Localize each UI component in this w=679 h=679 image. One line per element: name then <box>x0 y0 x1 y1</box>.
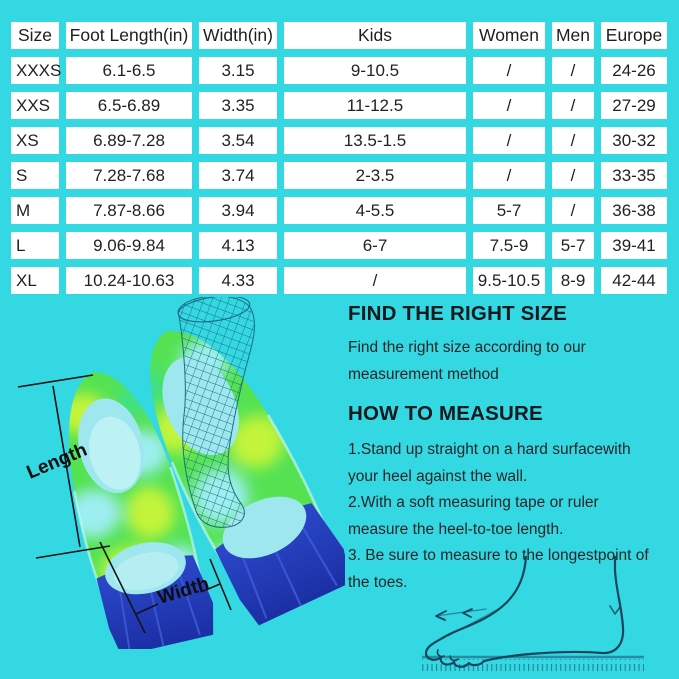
table-cell: / <box>473 57 545 84</box>
table-cell: / <box>473 162 545 189</box>
table-cell: 5-7 <box>473 197 545 224</box>
find-right-size-title: FIND THE RIGHT SIZE <box>348 302 568 325</box>
find-size-text-line: measurement method <box>348 365 499 383</box>
table-cell: 10.24-10.63 <box>66 267 192 294</box>
table-cell: 27-29 <box>601 92 667 119</box>
table-cell: / <box>284 267 466 294</box>
table-cell: 33-35 <box>601 162 667 189</box>
table-cell: 7.5-9 <box>473 232 545 259</box>
find-size-text-line: Find the right size according to our <box>348 339 586 356</box>
column-header-women: Women <box>473 22 545 49</box>
how-to-measure-title: HOW TO MEASURE <box>348 402 543 425</box>
column-header-width: Width(in) <box>199 22 277 49</box>
table-cell: / <box>552 92 594 119</box>
table-cell: 6.89-7.28 <box>66 127 192 154</box>
column-header-men: Men <box>552 22 594 49</box>
table-cell: 6.1-6.5 <box>66 57 192 84</box>
table-cell: 30-32 <box>601 127 667 154</box>
column-header-size: Size <box>11 22 59 49</box>
table-cell: 42-44 <box>601 267 667 294</box>
measure-step-line: measure the heel-to-toe length. <box>348 520 564 538</box>
table-cell: 24-26 <box>601 57 667 84</box>
table-cell: M <box>11 197 59 224</box>
table-cell: 3.74 <box>199 162 277 189</box>
table-cell: 2-3.5 <box>284 162 466 189</box>
width-dimension-line <box>99 541 232 634</box>
length-dimension-line <box>17 374 111 559</box>
wireframe-leg <box>177 297 255 528</box>
sizing-guide-text: FIND THE RIGHT SIZE Find the right size … <box>348 302 679 596</box>
table-cell: 13.5-1.5 <box>284 127 466 154</box>
table-cell: 4.13 <box>199 232 277 259</box>
measure-step-line: the toes. <box>348 573 408 591</box>
fins-illustration: Length Width <box>17 297 345 649</box>
table-cell: 4.33 <box>199 267 277 294</box>
foot-outline <box>424 556 625 668</box>
table-cell: / <box>552 162 594 189</box>
column-header-kids: Kids <box>284 22 466 49</box>
column-header-foot-length: Foot Length(in) <box>66 22 192 49</box>
table-cell: XXS <box>11 92 59 119</box>
measure-step-line: 2.With a soft measuring tape or ruler <box>348 494 599 511</box>
table-cell: S <box>11 162 59 189</box>
table-cell: 9.5-10.5 <box>473 267 545 294</box>
table-cell: / <box>552 127 594 154</box>
table-cell: 3.54 <box>199 127 277 154</box>
toe-measure-arrow <box>435 605 621 637</box>
table-cell: XXXS <box>11 57 61 84</box>
table-cell: 36-38 <box>601 197 667 224</box>
ruler <box>422 655 644 671</box>
table-cell: 3.94 <box>199 197 277 224</box>
table-cell: / <box>552 197 594 224</box>
table-cell: 7.87-8.66 <box>66 197 192 224</box>
measure-step-line: 3. Be sure to measure to the longestpoin… <box>348 547 649 564</box>
table-cell: XS <box>11 127 59 154</box>
table-cell: 11-12.5 <box>284 92 466 119</box>
column-header-europe: Europe <box>601 22 667 49</box>
table-cell: L <box>11 232 59 259</box>
table-cell: 4-5.5 <box>284 197 466 224</box>
table-cell: 6.5-6.89 <box>66 92 192 119</box>
size-chart-table: Size Foot Length(in) Width(in) Kids Wome… <box>11 22 667 294</box>
table-cell: 7.28-7.68 <box>66 162 192 189</box>
foot-measure-illustration <box>422 556 644 671</box>
table-cell: / <box>473 92 545 119</box>
measure-step-line: 1.Stand up straight on a hard surfacewit… <box>348 441 631 458</box>
table-cell: 9.06-9.84 <box>66 232 192 259</box>
table-cell: 8-9 <box>552 267 594 294</box>
table-cell: / <box>473 127 545 154</box>
table-cell: 3.35 <box>199 92 277 119</box>
table-cell: 39-41 <box>601 232 667 259</box>
table-cell: 5-7 <box>552 232 594 259</box>
measure-step-line: your heel against the wall. <box>348 467 528 485</box>
table-cell: XL <box>11 267 59 294</box>
table-cell: 6-7 <box>284 232 466 259</box>
table-cell: 3.15 <box>199 57 277 84</box>
table-cell: / <box>552 57 594 84</box>
table-cell: 9-10.5 <box>284 57 466 84</box>
